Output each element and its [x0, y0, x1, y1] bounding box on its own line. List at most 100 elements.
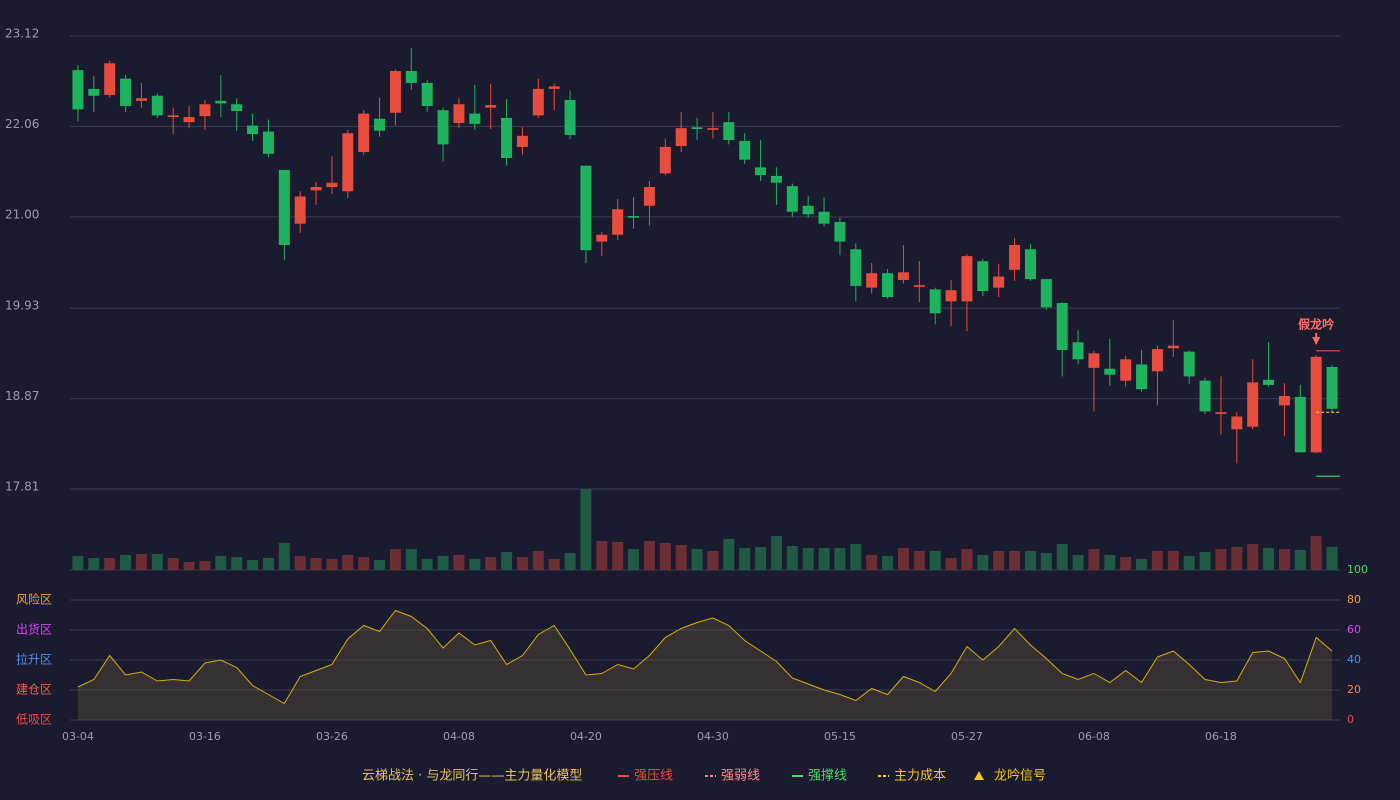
volume-bar	[1326, 547, 1338, 570]
candle-body	[421, 82, 433, 106]
candle-body	[707, 128, 719, 130]
candle-body	[659, 146, 671, 174]
volume-bar	[1294, 550, 1306, 570]
x-tick-label: 03-16	[189, 730, 221, 743]
zone-label: 出货区	[16, 622, 52, 637]
volume-bar	[231, 557, 243, 570]
legend-swatch	[974, 771, 984, 780]
volume-bar	[516, 557, 528, 570]
volume-bar	[1167, 551, 1179, 570]
y-tick-label: 40	[1347, 653, 1361, 666]
candle-body	[818, 211, 830, 224]
y-tick-label: 23.12	[5, 27, 39, 41]
candle-body	[342, 133, 354, 192]
candle-body	[612, 209, 624, 235]
candle-body	[739, 140, 751, 160]
volume-bar	[294, 556, 306, 570]
candle-body	[1120, 359, 1132, 381]
volume-bar	[405, 549, 417, 570]
volume-bar	[564, 553, 576, 570]
candle-body	[643, 187, 655, 206]
volume-bar	[485, 557, 497, 570]
volume-bar	[1024, 551, 1036, 570]
volume-bar	[1310, 536, 1322, 570]
volume-bar	[389, 549, 401, 570]
candle-body	[628, 216, 640, 218]
y-tick-label: 0	[1347, 713, 1354, 726]
candle-body	[977, 261, 989, 292]
y-tick-label: 60	[1347, 623, 1361, 636]
y-tick-label: 20	[1347, 683, 1361, 696]
candle-body	[167, 115, 179, 118]
y-tick-label: 18.87	[5, 389, 39, 403]
x-tick-label: 05-15	[824, 730, 856, 743]
candle-body	[501, 117, 513, 158]
volume-bar	[1040, 553, 1052, 570]
x-tick-label: 04-30	[697, 730, 729, 743]
volume-bar	[88, 558, 100, 570]
volume-bar	[755, 547, 767, 570]
volume-bar	[739, 548, 751, 570]
candle-body	[405, 70, 417, 83]
volume-bar	[72, 556, 84, 570]
volume-bar	[1231, 547, 1243, 570]
candle-body	[1231, 416, 1243, 430]
legend-label: 强弱线	[721, 769, 760, 784]
annotation: 假龙吟	[1298, 317, 1334, 332]
volume-bar	[1056, 544, 1068, 570]
volume-bar	[929, 551, 941, 570]
zone-label: 低吸区	[16, 713, 52, 727]
legend-label: 龙吟信号	[994, 768, 1046, 784]
candle-body	[215, 100, 227, 104]
candle-body	[866, 273, 878, 288]
candle-body	[564, 99, 576, 135]
candle-body	[802, 205, 814, 215]
candle-body	[1310, 356, 1322, 453]
x-tick-label: 03-04	[62, 730, 94, 743]
volume-bar	[374, 560, 386, 570]
candle-body	[262, 131, 274, 154]
volume-bar	[342, 555, 354, 570]
volume-bar	[1088, 549, 1100, 570]
candle-body	[913, 285, 925, 287]
candle-body	[120, 78, 132, 106]
volume-bar	[1199, 552, 1211, 570]
y-tick-label: 17.81	[5, 480, 39, 494]
volume-bar	[850, 544, 862, 570]
candle-body	[1183, 351, 1195, 377]
volume-bar	[120, 555, 132, 570]
volume-bar	[580, 489, 592, 570]
candle-body	[1136, 364, 1148, 390]
volume-bar	[882, 556, 894, 570]
volume-bar	[1072, 555, 1084, 570]
candle-body	[516, 135, 528, 147]
candle-body	[1294, 396, 1306, 453]
volume-bar	[628, 549, 640, 570]
candle-body	[1009, 245, 1021, 270]
candle-body	[183, 117, 195, 123]
volume-bar	[151, 554, 163, 570]
legend-title: 云梯战法 · 与龙同行——主力量化模型	[362, 769, 582, 784]
candle-body	[453, 104, 465, 124]
candle-body	[786, 186, 798, 212]
candle-body	[1215, 412, 1227, 414]
annotation-arrow	[1312, 333, 1321, 346]
candle-body	[358, 113, 370, 153]
candle-body	[485, 105, 497, 108]
zone-label: 风险区	[16, 592, 52, 607]
volume-bar	[532, 551, 544, 570]
volume-bar	[596, 541, 608, 570]
candle-body	[532, 88, 544, 116]
candle-body	[247, 125, 259, 135]
candle-body	[389, 70, 401, 113]
candle-body	[1072, 342, 1084, 360]
candle-body	[755, 167, 767, 176]
candle-body	[72, 70, 84, 110]
candle-body	[882, 273, 894, 298]
x-tick-label: 06-08	[1078, 730, 1110, 743]
volume-bar	[215, 556, 227, 570]
y-tick-label: 21.00	[5, 207, 39, 221]
y-tick-label: 22.06	[5, 117, 39, 131]
candle-body	[1024, 249, 1036, 280]
candle-body	[945, 290, 957, 302]
